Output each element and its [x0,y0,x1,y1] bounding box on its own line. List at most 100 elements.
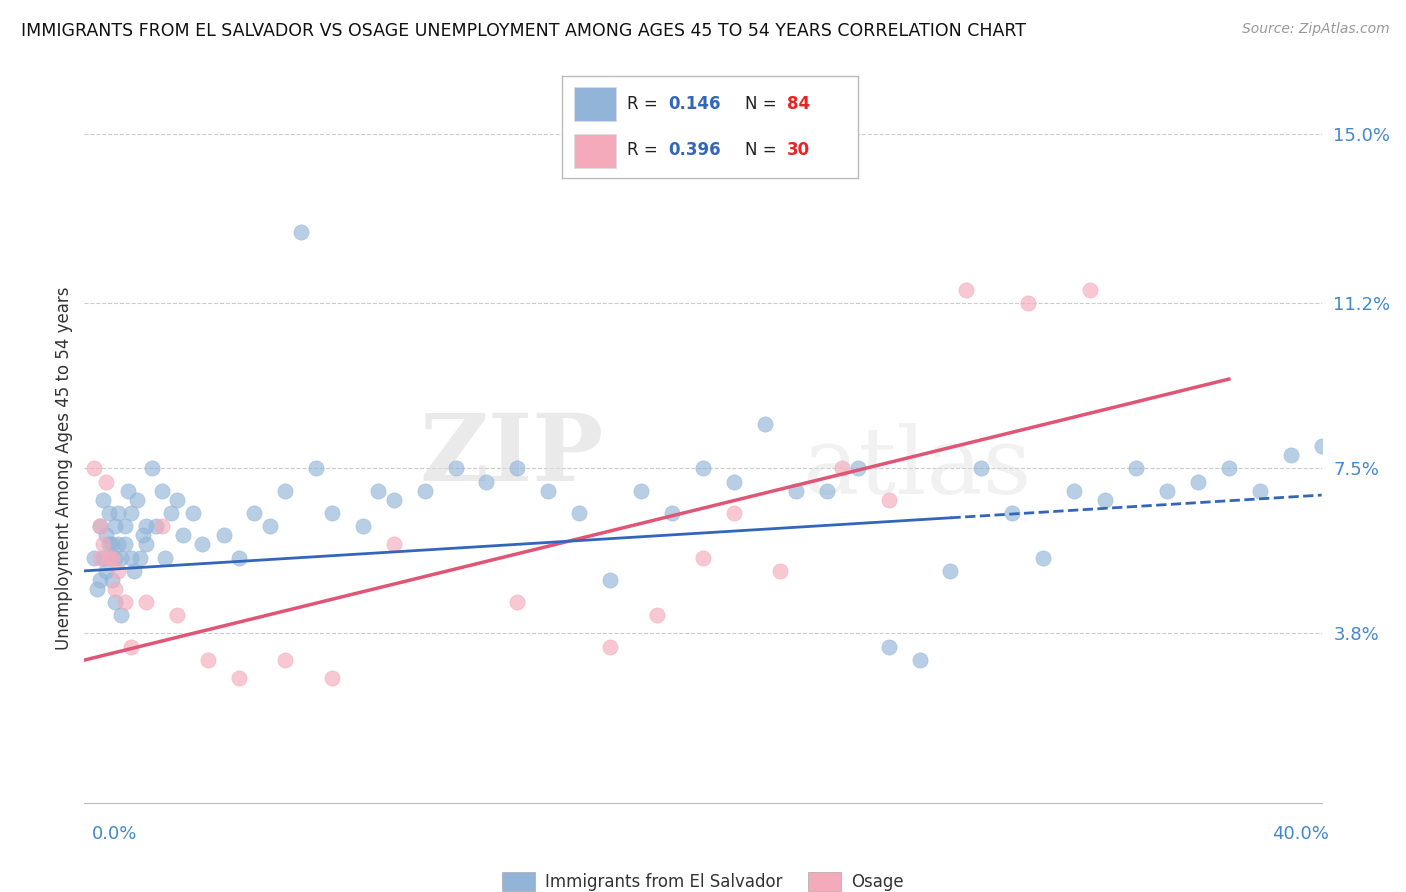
Point [107,506,129,520]
Point [1017,296,1039,310]
Point [98,550,121,565]
Point [228,550,250,565]
Point [114,595,136,609]
Point [135,595,157,609]
Point [290,225,312,239]
Point [1063,483,1085,498]
Point [145,519,167,533]
Text: R =: R = [627,95,664,113]
Point [274,653,297,667]
Text: Source: ZipAtlas.com: Source: ZipAtlas.com [1241,22,1389,37]
Point [91,492,114,507]
Point [661,506,683,520]
Point [692,461,714,475]
Point [150,519,173,533]
Point [125,492,148,507]
Point [94,528,117,542]
Point [321,671,343,685]
Point [908,653,931,667]
Point [769,564,792,578]
Text: 0.146: 0.146 [669,95,721,113]
Point [104,582,127,596]
Text: 30: 30 [787,141,810,159]
Point [939,564,962,578]
Point [98,506,121,520]
Point [91,550,114,565]
Point [107,564,129,578]
Point [94,564,117,578]
Point [723,506,745,520]
Point [107,537,129,551]
Point [212,528,235,542]
Point [114,537,136,551]
Point [846,461,869,475]
Point [723,475,745,489]
Point [1156,483,1178,498]
Point [120,550,142,565]
Point [413,483,436,498]
Point [98,537,121,551]
Point [352,519,374,533]
Point [89,519,111,533]
Point [141,461,163,475]
Point [120,506,142,520]
Point [382,492,405,507]
Point [153,550,176,565]
Point [305,461,328,475]
Point [692,550,714,565]
Point [101,550,124,565]
Point [135,519,157,533]
Point [83,550,105,565]
Point [135,537,157,551]
Text: IMMIGRANTS FROM EL SALVADOR VS OSAGE UNEMPLOYMENT AMONG AGES 45 TO 54 YEARS CORR: IMMIGRANTS FROM EL SALVADOR VS OSAGE UNE… [21,22,1026,40]
Point [630,483,652,498]
Point [110,608,132,623]
Point [475,475,498,489]
Point [599,573,621,587]
Point [1001,506,1024,520]
Point [815,483,838,498]
Point [1187,475,1209,489]
Point [1310,439,1333,453]
Text: N =: N = [745,141,782,159]
Text: ZIP: ZIP [420,410,605,500]
Point [1249,483,1271,498]
Y-axis label: Unemployment Among Ages 45 to 54 years: Unemployment Among Ages 45 to 54 years [55,286,73,650]
Point [785,483,807,498]
Point [1078,283,1101,297]
Point [101,573,124,587]
Point [181,506,204,520]
Point [89,573,111,587]
Point [645,608,668,623]
Point [877,640,900,654]
Point [382,537,405,551]
Text: N =: N = [745,95,782,113]
Point [104,595,127,609]
Point [101,537,124,551]
Point [877,492,900,507]
Point [191,537,214,551]
Point [104,550,127,565]
Point [955,283,977,297]
Point [1279,448,1302,462]
Point [228,671,250,685]
Point [1341,483,1364,498]
Point [274,483,297,498]
Point [537,483,560,498]
Point [129,550,152,565]
Point [89,550,111,565]
Point [1403,475,1406,489]
Point [506,595,529,609]
Point [166,608,188,623]
Point [1032,550,1054,565]
Point [1218,461,1240,475]
Text: atlas: atlas [801,424,1031,513]
Point [160,506,183,520]
Point [506,461,529,475]
Text: 84: 84 [787,95,810,113]
Text: 0.0%: 0.0% [91,825,136,843]
Legend: Immigrants from El Salvador, Osage: Immigrants from El Salvador, Osage [495,865,911,892]
Point [110,550,132,565]
Point [83,461,105,475]
Point [754,417,776,431]
